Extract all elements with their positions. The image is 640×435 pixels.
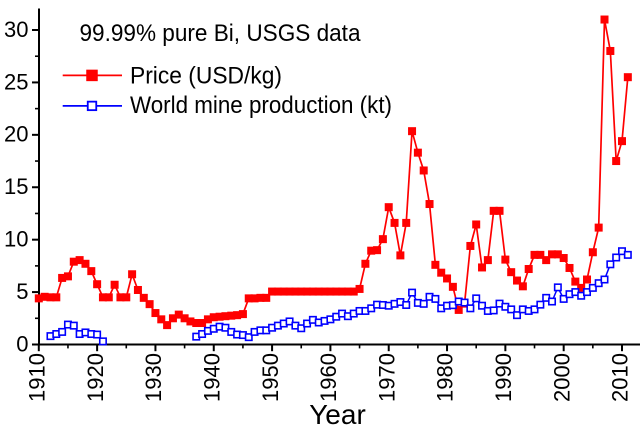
svg-text:10: 10 [4,227,28,252]
svg-text:99.99% pure Bi, USGS data: 99.99% pure Bi, USGS data [80,20,362,47]
svg-text:Year: Year [309,399,366,430]
svg-text:1920: 1920 [83,353,108,402]
svg-text:1910: 1910 [25,353,50,402]
svg-text:World mine production (kt): World mine production (kt) [130,92,392,119]
svg-text:1980: 1980 [433,353,458,402]
svg-text:20: 20 [4,122,28,147]
svg-text:Price (USD/kg): Price (USD/kg) [130,62,282,89]
svg-text:1930: 1930 [141,353,166,402]
svg-text:2010: 2010 [608,353,633,402]
svg-text:15: 15 [4,174,28,199]
svg-text:2000: 2000 [549,353,574,402]
svg-text:1960: 1960 [316,353,341,402]
svg-text:5: 5 [16,279,28,304]
svg-text:1990: 1990 [491,353,516,402]
svg-text:25: 25 [4,69,28,94]
svg-text:30: 30 [4,17,28,42]
svg-text:1950: 1950 [258,353,283,402]
svg-text:1970: 1970 [374,353,399,402]
svg-text:0: 0 [16,331,28,356]
svg-text:1940: 1940 [199,353,224,402]
